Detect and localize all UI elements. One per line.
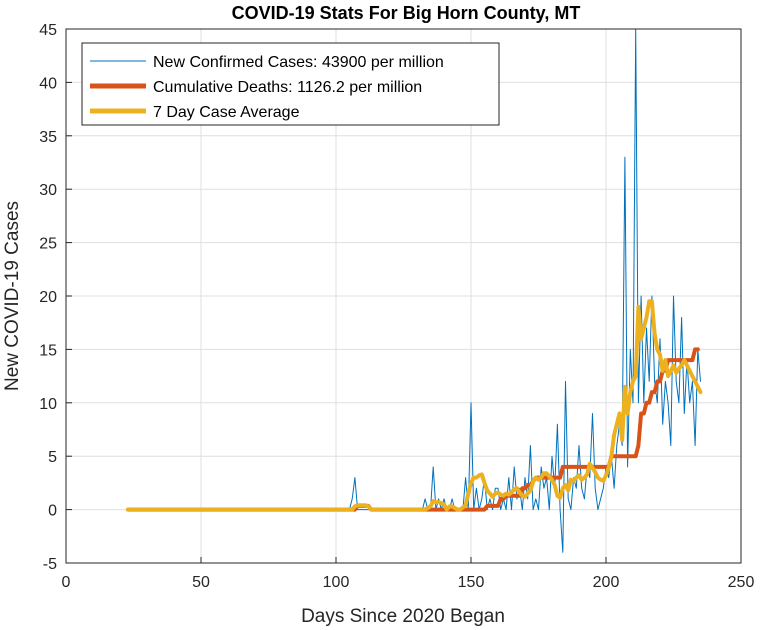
- y-tick-label: 25: [39, 236, 57, 253]
- y-tick-label: -5: [43, 556, 57, 573]
- legend-box: [81, 42, 500, 126]
- x-tick-label: 200: [593, 574, 620, 591]
- plot-frame: [65, 28, 742, 564]
- y-axis-label: New COVID-19 Cases: [2, 201, 23, 391]
- y-tick-label: 10: [39, 396, 57, 413]
- series-new-cases-line: [127, 28, 701, 553]
- x-tick-label: 150: [458, 574, 485, 591]
- y-tick-label: 35: [39, 129, 57, 146]
- x-tick-label: 100: [323, 574, 350, 591]
- series-7day-average-line: [126, 299, 703, 512]
- series-lines: [126, 28, 703, 553]
- y-tick-label: 45: [39, 22, 57, 39]
- y-tick-label: 0: [48, 503, 57, 520]
- x-tick-label: 0: [62, 574, 71, 591]
- legend-label-deaths: Cumulative Deaths: 1126.2 per million: [153, 79, 422, 96]
- y-tick-label: 15: [39, 342, 57, 359]
- tick-labels: 0 50 100 150 200 250 -5 0 5 10 15 20 25 30 35 40 45: [39, 22, 754, 591]
- x-tick-label: 50: [192, 574, 210, 591]
- x-axis-label: Days Since 2020 Began: [301, 606, 505, 627]
- y-tick-label: 5: [48, 449, 57, 466]
- y-tick-label: 20: [39, 289, 57, 306]
- chart-title: COVID-19 Stats For Big Horn County, MT: [232, 3, 581, 23]
- legend-label-new-cases: New Confirmed Cases: 43900 per million: [153, 54, 444, 71]
- y-tick-label: 30: [39, 182, 57, 199]
- legend-label-average: 7 Day Case Average: [153, 104, 300, 121]
- y-tick-label: 40: [39, 75, 57, 92]
- legend: New Confirmed Cases: 43900 per million C…: [81, 42, 500, 126]
- series-cumulative-deaths-line: [126, 347, 700, 512]
- x-tick-label: 250: [728, 574, 755, 591]
